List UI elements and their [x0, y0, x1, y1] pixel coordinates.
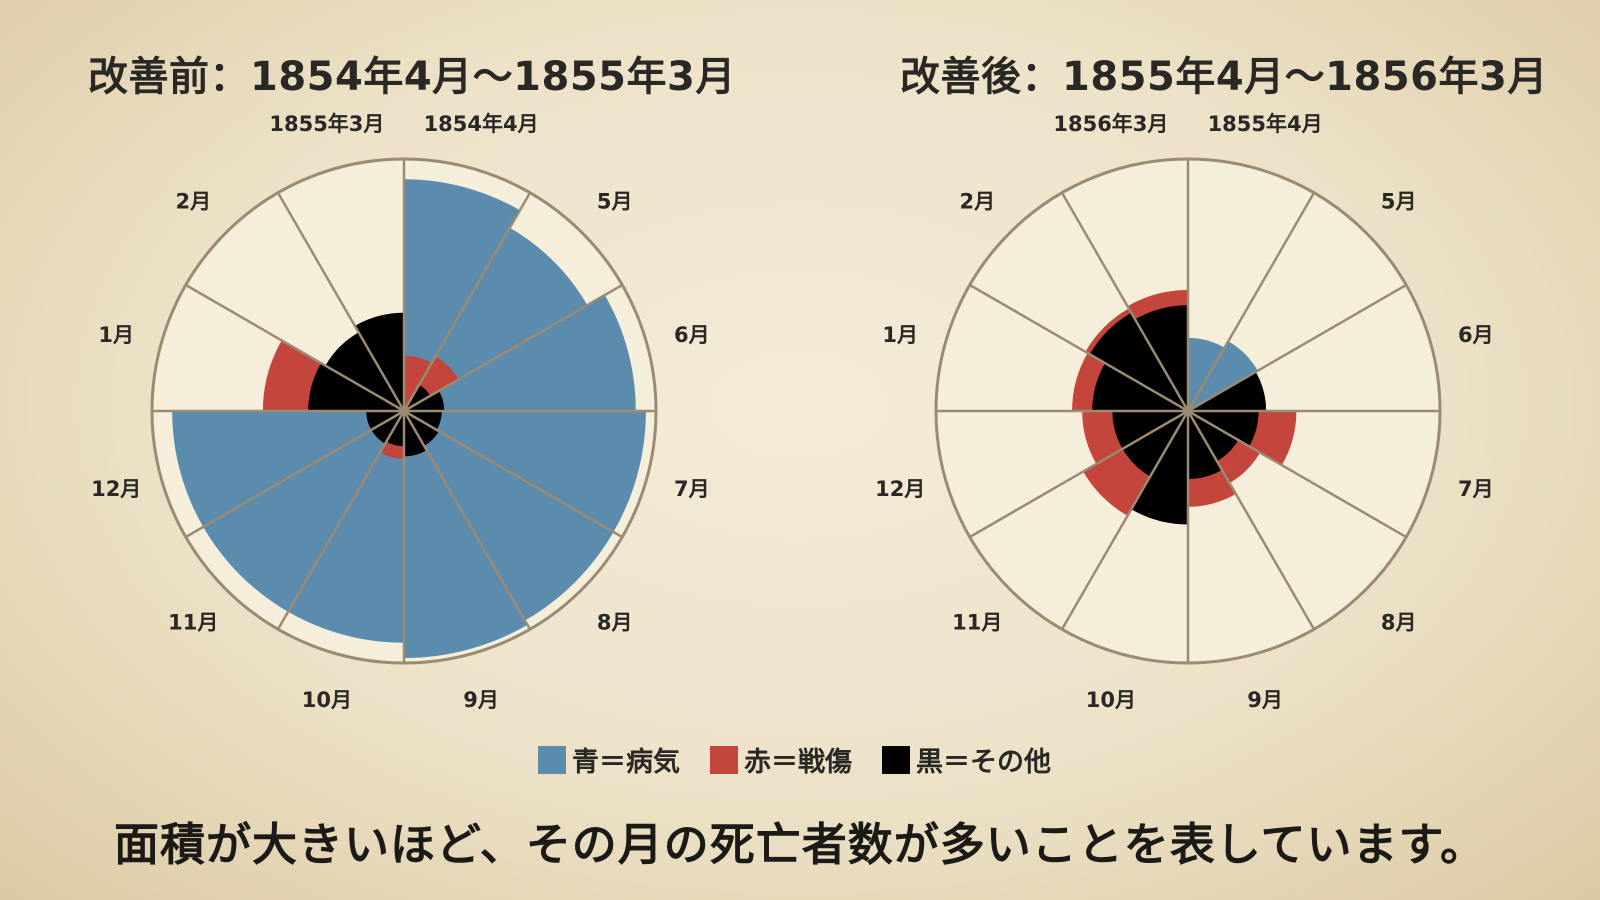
wedge-disease-0-2: [404, 295, 636, 411]
wedge-disease-0-5: [404, 411, 528, 658]
spoke-0-10: [185, 283, 405, 413]
legend-swatch-wounds: [710, 745, 738, 774]
wedge-other-1-8: [1112, 411, 1188, 449]
wedge-other-1-11: [1135, 305, 1188, 411]
month-label-0-0: 1854年4月: [424, 112, 539, 136]
spoke-0-5: [402, 410, 532, 630]
legend-swatch-disease: [538, 745, 566, 774]
legend: 青＝病気 赤＝戦傷 黒＝その他: [538, 740, 1051, 779]
wedge-other-1-4: [1188, 411, 1239, 462]
wedge-other-0-1: [404, 384, 431, 411]
wedge-other-0-9: [308, 363, 404, 411]
month-label-1-6: 10月: [1086, 688, 1136, 712]
spoke-1-7: [1060, 410, 1190, 630]
month-label-0-10: 2月: [175, 189, 211, 213]
legend-label-wounds: 赤＝戦傷: [744, 747, 852, 778]
month-label-0-8: 12月: [91, 477, 141, 501]
chart-title-before: 改善前：1854年4月～1855年3月: [88, 54, 736, 100]
month-label-0-4: 8月: [597, 611, 633, 635]
wedge-disease-0-0: [404, 179, 520, 411]
spoke-1-5: [1186, 410, 1316, 630]
spoke-0-4: [403, 409, 623, 539]
month-label-0-2: 6月: [674, 323, 710, 347]
month-label-1-2: 6月: [1458, 323, 1494, 347]
rose-chart-after: 1855年4月 5月 6月 7月 8月 9月 10月 11月 12月 1月 2月 1856年3月: [875, 112, 1494, 712]
spoke-0-11: [276, 192, 406, 412]
spoke-0-7: [276, 410, 406, 630]
wedge-other-1-7: [1122, 411, 1188, 477]
caption: 面積が大きいほど、その月の死亡者数が多いことを表しています。: [114, 818, 1486, 871]
month-label-1-3: 7月: [1458, 477, 1494, 501]
legend-item-wounds: 赤＝戦傷: [710, 740, 852, 779]
month-label-1-10: 2月: [959, 189, 995, 213]
spoke-1-2: [1187, 283, 1407, 413]
month-label-1-8: 12月: [875, 477, 925, 501]
month-label-0-7: 11月: [168, 611, 218, 635]
wedge-disease-1-1: [1188, 341, 1258, 411]
wedge-other-0-10: [325, 332, 404, 411]
outer-ring-0: [150, 157, 658, 665]
wedge-other-1-2: [1188, 371, 1267, 411]
rose-chart-before: 1854年4月 5月 6月 7月 8月 9月 10月 11月 12月 1月 2月 1855年3月: [91, 112, 710, 712]
wedge-other-0-4: [404, 411, 439, 446]
month-label-1-9: 1月: [882, 323, 918, 347]
chart-title-after: 改善後：1855年4月～1856年3月: [900, 54, 1548, 100]
spoke-1-10: [969, 283, 1189, 413]
month-label-0-9: 1月: [98, 323, 134, 347]
spoke-0-8: [185, 409, 405, 539]
spoke-0-2: [403, 283, 623, 413]
wedge-disease-0-6: [288, 411, 404, 643]
wedge-other-0-11: [354, 312, 404, 411]
spoke-1-11: [1060, 192, 1190, 412]
wedge-other-1-10: [1089, 312, 1188, 411]
legend-item-disease: 青＝病気: [538, 740, 680, 779]
wedge-other-1-6: [1131, 411, 1188, 525]
wedge-disease-0-3: [404, 411, 646, 532]
spoke-1-4: [1187, 409, 1407, 539]
month-label-1-7: 11月: [952, 611, 1002, 635]
month-label-0-6: 10月: [302, 688, 352, 712]
spoke-1-1: [1186, 192, 1316, 412]
spoke-1-8: [969, 409, 1189, 539]
month-label-1-0: 1855年4月: [1208, 112, 1323, 136]
legend-item-other: 黒＝その他: [882, 740, 1051, 779]
month-label-1-1: 5月: [1381, 189, 1417, 213]
month-label-1-5: 9月: [1247, 688, 1283, 712]
month-label-0-11: 1855年3月: [269, 112, 384, 136]
wedge-disease-0-4: [404, 411, 614, 621]
wedge-other-1-9: [1092, 363, 1188, 411]
month-label-0-5: 9月: [463, 688, 499, 712]
month-label-0-3: 7月: [674, 477, 710, 501]
month-label-1-11: 1856年3月: [1053, 112, 1168, 136]
wedge-disease-0-8: [172, 411, 404, 527]
month-label-0-1: 5月: [597, 189, 633, 213]
wedge-disease-0-7: [203, 411, 404, 612]
wedge-disease-0-1: [404, 227, 588, 411]
legend-label-other: 黒＝その他: [916, 747, 1051, 778]
legend-label-disease: 青＝病気: [572, 747, 680, 778]
month-label-1-4: 8月: [1381, 611, 1417, 635]
spoke-0-1: [402, 192, 532, 412]
outer-ring-1: [934, 157, 1442, 665]
legend-swatch-other: [882, 745, 910, 774]
wedge-other-0-7: [371, 411, 404, 444]
